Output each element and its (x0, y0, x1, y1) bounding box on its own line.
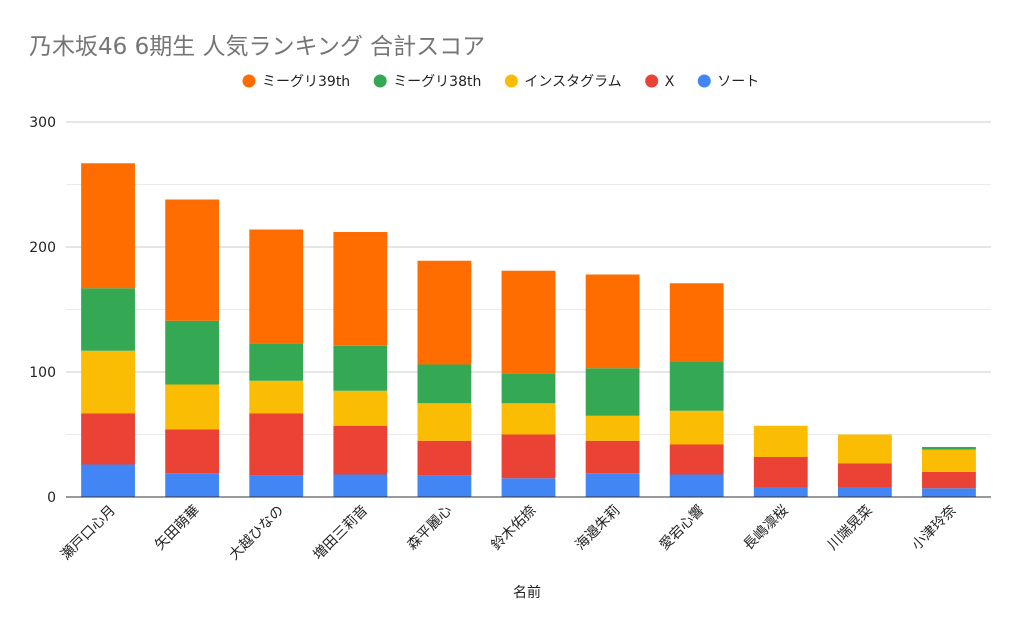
x-tick-label: 長嶋凛桜 (740, 502, 792, 554)
bar-segment (165, 384, 220, 430)
legend-item: ソート (697, 74, 759, 90)
bar-segment (81, 163, 135, 289)
x-tick-label: 矢田萌華 (152, 503, 203, 554)
legend-swatch (504, 74, 518, 88)
y-tick-label: 100 (29, 365, 56, 381)
bar-segment (837, 487, 892, 497)
bar-segment (249, 343, 304, 381)
x-tick-label: 瀬戸口心月 (58, 503, 119, 564)
bar-segment (669, 283, 724, 362)
bar-segment (753, 425, 808, 457)
bar-segment (669, 362, 724, 411)
bar-segment (249, 475, 304, 497)
bar-segment (333, 474, 388, 497)
bar-segment (417, 403, 472, 441)
legend-swatch (242, 74, 256, 88)
bar-segment (585, 440, 640, 474)
bar-segment (922, 447, 976, 450)
x-tick-label: 川端晃菜 (825, 503, 876, 554)
bar-segment (585, 368, 640, 416)
bar-segment (81, 350, 135, 414)
legend-label: インスタグラム (524, 74, 621, 90)
bar-segment (249, 380, 304, 414)
legend-label: ミーグリ39th (262, 74, 350, 90)
bar-segment (669, 410, 724, 445)
bar-segment (165, 429, 220, 474)
x-axis-title: 名前 (513, 584, 541, 601)
bar-segment (922, 488, 976, 497)
bar-segment (417, 260, 472, 365)
legend-label: ミーグリ38th (393, 74, 481, 90)
bar-segment (837, 434, 892, 464)
y-tick-label: 300 (29, 115, 56, 131)
bar-segment (333, 425, 388, 475)
x-tick-label: 海邉朱莉 (573, 503, 624, 554)
x-tick-label: 小津玲奈 (909, 503, 960, 554)
legend-label: ソート (717, 74, 759, 90)
bars (81, 163, 976, 497)
bar-segment (669, 474, 724, 497)
bar-segment (333, 232, 388, 346)
bar-segment (81, 464, 135, 497)
x-tick-label: 鈴木佑捺 (488, 503, 539, 554)
bar-segment (417, 440, 472, 476)
bar-segment (417, 475, 472, 497)
legend-swatch (697, 74, 711, 88)
bar-segment (501, 373, 556, 404)
bar-segment (922, 449, 976, 472)
legend-item: インスタグラム (504, 74, 622, 90)
bar-segment (165, 320, 220, 385)
bar-segment (753, 457, 808, 487)
y-tick-label: 0 (47, 490, 56, 506)
legend-swatch (645, 74, 659, 88)
bar-segment (417, 364, 472, 404)
bar-segment (501, 478, 556, 497)
legend-item: X (645, 74, 675, 90)
chart-title: 乃木坂46 6期生 人気ランキング 合計スコア (29, 34, 486, 60)
bar-segment (585, 274, 640, 369)
bar-segment (81, 288, 135, 351)
bar-segment (922, 472, 976, 489)
bar-segment (585, 473, 640, 497)
x-tick-label: 大越ひなの (226, 503, 287, 564)
y-tick-label: 200 (29, 240, 56, 256)
bar-segment (165, 473, 220, 497)
bar-segment (165, 199, 220, 321)
x-tick-label: 増田三莉音 (310, 502, 372, 564)
legend-label: X (665, 74, 675, 90)
bar-segment (501, 434, 556, 479)
bar-segment (249, 413, 304, 476)
x-tick-label: 森平麗心 (404, 503, 455, 554)
bar-segment (249, 229, 304, 344)
bar-segment (333, 345, 388, 391)
bar-segment (81, 413, 135, 465)
bar-segment (669, 444, 724, 475)
x-tick-label: 愛宕心響 (656, 502, 708, 554)
bar-segment (333, 390, 388, 426)
bar-segment (753, 487, 808, 497)
legend: ミーグリ39th ミーグリ38th インスタグラム X ソート (242, 74, 759, 90)
legend-item: ミーグリ38th (373, 74, 481, 90)
bar-segment (501, 270, 556, 374)
legend-swatch (373, 74, 387, 88)
bar-segment (585, 415, 640, 441)
bar-segment (837, 463, 892, 487)
legend-item: ミーグリ39th (242, 74, 350, 90)
bar-segment (501, 403, 556, 435)
